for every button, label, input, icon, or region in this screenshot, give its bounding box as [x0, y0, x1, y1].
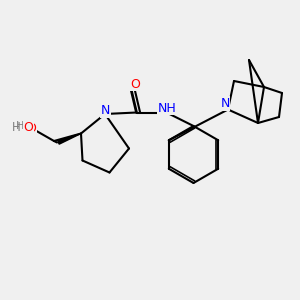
Text: O: O: [27, 122, 36, 136]
Text: NH: NH: [158, 101, 176, 115]
Text: H: H: [16, 121, 25, 131]
Polygon shape: [58, 134, 81, 144]
Text: N: N: [220, 97, 230, 110]
Text: H: H: [12, 121, 21, 134]
Text: O: O: [24, 121, 33, 134]
Text: N: N: [101, 104, 110, 118]
Text: O: O: [130, 77, 140, 91]
